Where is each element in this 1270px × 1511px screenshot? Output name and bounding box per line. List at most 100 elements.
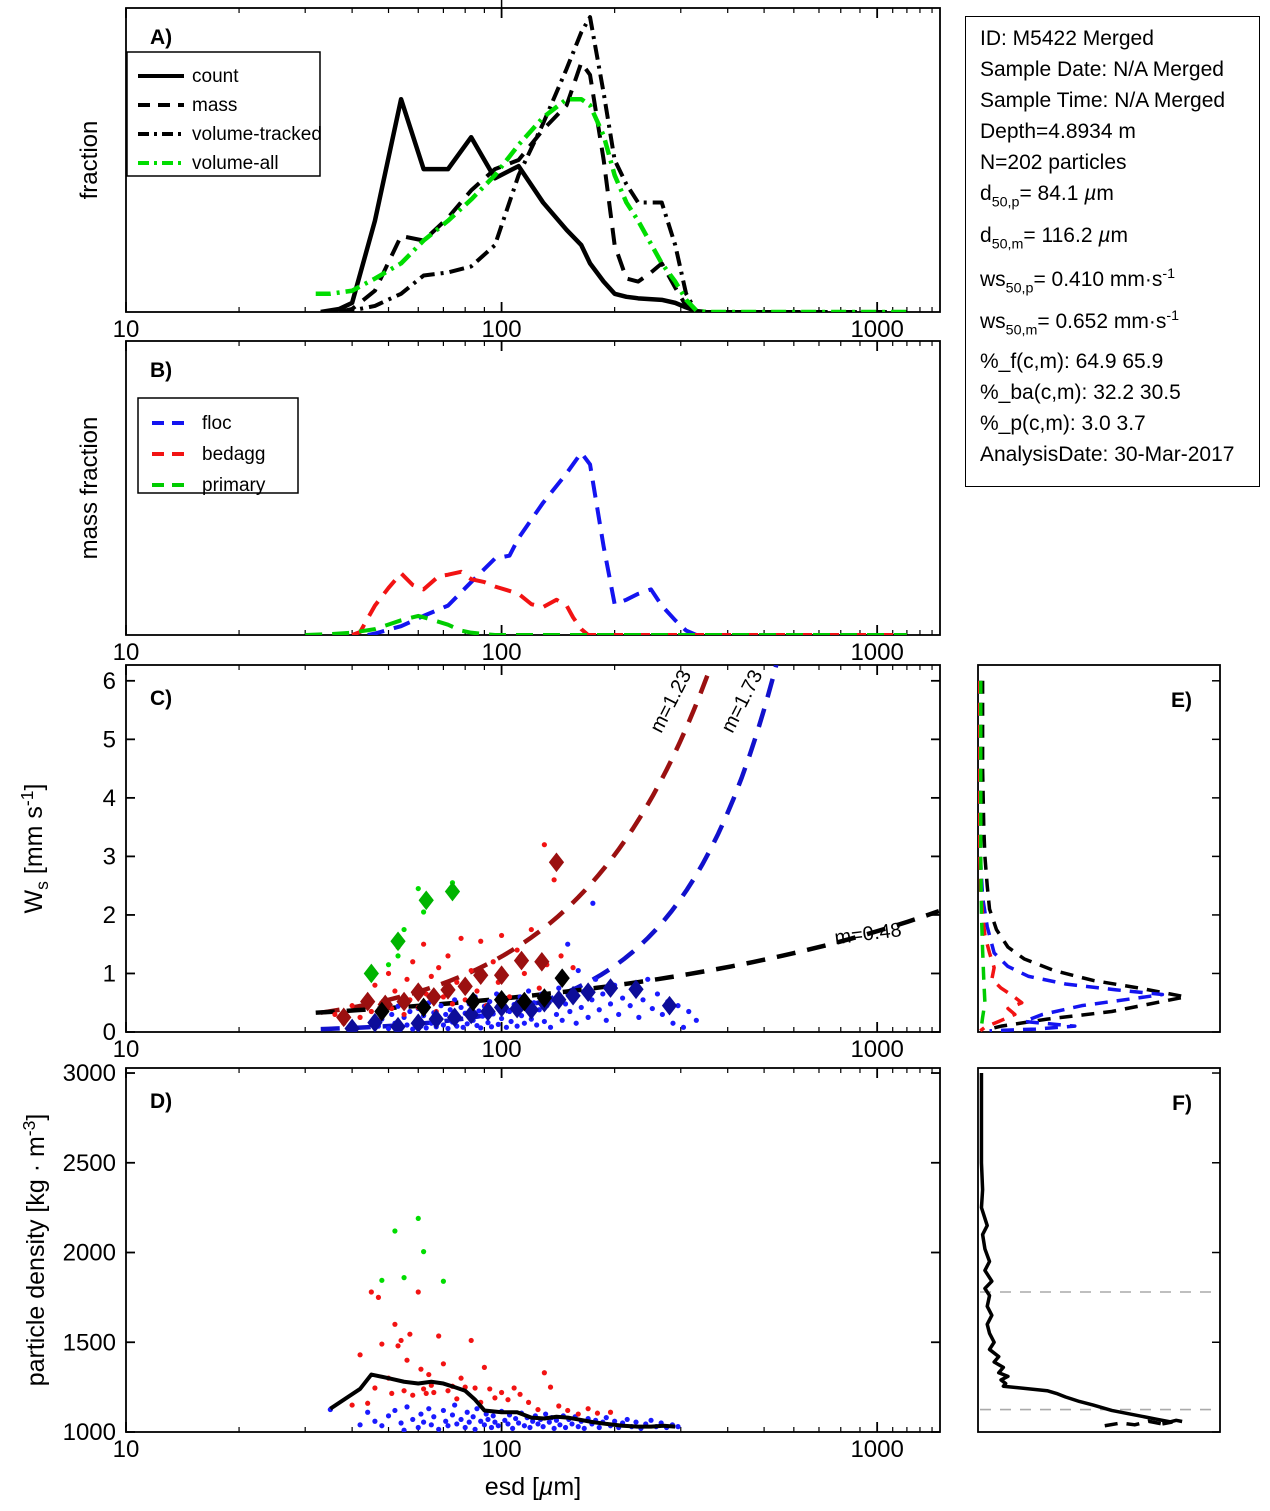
info-line-5-segment: = 84.1 [1019,182,1085,205]
info-line-5-segment: d [980,182,992,205]
primary-median-diamonds [363,881,461,984]
legend-a-label-mass: mass [192,95,237,116]
x-axis-label: esd [µm] [485,1473,581,1501]
info-line-11-segment: %_p(c,m): 3.0 3.7 [980,412,1146,435]
panel-letter-c: C) [150,687,172,710]
legend-a-frame [126,51,321,177]
info-line-8-segment: -1 [1166,308,1180,324]
info-line-2-segment: Sample Time: N/A Merged [980,89,1226,112]
panel-d-y-ticks: 1000 1500 2000 2500 3000 [63,1060,940,1446]
panel-f: F) [977,1067,1221,1433]
x-tick-label-1000-d: 1000 [850,1436,903,1463]
panel-letter-b: B) [150,359,172,382]
series-density-distribution [979,1073,1174,1426]
panel-letter-e: E) [1171,689,1192,712]
series-floc-line [367,450,702,635]
all-median-diamonds [374,968,570,1022]
panel-a-x-ticks [125,8,933,312]
y-tick-label-5-c: 5 [103,726,116,753]
info-line-0-segment: ID: M5422 Merged [980,27,1154,50]
series-volume-all-line [315,96,907,312]
panel-b: 10 100 1000 mass fraction B) [76,340,941,666]
bedagg-density-dots [349,1289,614,1417]
info-line-5-segment: m [1096,182,1114,205]
series-count-line [320,96,707,312]
y-tick-label-2000-d: 2000 [63,1240,116,1267]
info-line-7-segment: 50,p [1005,280,1034,297]
x-tick-label-1000-b: 1000 [850,639,903,666]
series-all-ws-distribution [980,680,1188,1032]
info-line-7-segment: -1 [1162,266,1176,282]
info-line-5: d50,p= 84.1 µm [980,182,1259,224]
info-line-0: ID: M5422 Merged [980,27,1259,58]
info-line-4-segment: N=202 particles [980,151,1127,174]
info-line-6-segment: µ [1098,224,1111,247]
info-box: ID: M5422 Merged Sample Date: N/A Merged S… [965,16,1260,487]
panel-f-y-ticks [1212,1072,1220,1433]
y-tick-label-1500-d: 1500 [63,1329,116,1356]
info-line-1: Sample Date: N/A Merged [980,58,1259,89]
legend-a-label-volume-all: volume-all [192,153,279,174]
info-line-7-segment: ws [980,267,1006,291]
info-line-4: N=202 particles [980,151,1259,182]
info-line-5-segment: µ [1084,182,1097,205]
x-tick-label-1000-a: 1000 [850,316,903,343]
info-line-12-segment: AnalysisDate: 30-Mar-2017 [980,443,1235,466]
y-tick-label-1000-d: 1000 [63,1419,116,1446]
y-tick-label-3000-d: 3000 [63,1060,116,1087]
panel-d-ylabel: particle density [kg · m-3​] [19,1114,50,1387]
panel-letter-d: D) [150,1090,172,1113]
panel-d: 10 100 1000 1000 1500 2000 2500 3000 particle de… [19,1060,941,1501]
panel-b-ylabel: mass fraction [76,417,103,560]
info-line-1-segment: Sample Date: N/A Merged [980,58,1224,81]
series-bedagg-line [351,569,907,635]
panel-letter-a: A) [150,26,172,49]
legend-a-label-volume-tracked: volume-tracked [192,124,322,145]
info-line-7-segment: = 0.410 mm·s [1033,267,1163,291]
panel-letter-f: F) [1172,1092,1192,1115]
info-line-11: %_p(c,m): 3.0 3.7 [980,412,1259,443]
y-tick-label-2500-d: 2500 [63,1150,116,1177]
y-tick-label-1-c: 1 [103,960,116,987]
panel-e-y-ticks [1212,680,1220,1033]
legend-b-frame [137,397,299,494]
panel-f-frame [977,1067,1221,1433]
series-density-distribution-dashed [1104,1418,1191,1428]
x-tick-label-10-d: 10 [113,1436,140,1463]
legend-panel-b: floc bedagg primary [137,397,299,496]
info-line-3-segment: Depth=4.8934 m [980,120,1136,143]
panel-c-x-ticks [125,665,933,1032]
x-tick-label-10-b: 10 [113,639,140,666]
info-line-10-segment: %_ba(c,m): 32.2 30.5 [980,381,1181,404]
panel-a-ylabel: fraction [76,121,103,200]
info-line-8-segment: 50,m [1005,322,1038,339]
x-tick-label-100-d: 100 [482,1436,522,1463]
info-line-5-segment: 50,p [991,194,1020,211]
info-line-6-segment: d [980,224,992,247]
legend-panel-a: count mass volume-tracked volume-all [126,51,322,177]
info-line-9: %_f(c,m): 64.9 65.9 [980,350,1259,381]
y-tick-label-4-c: 4 [103,785,116,812]
info-line-8-segment: = 0.652 mm·s [1037,309,1167,333]
x-tick-label-100-b: 100 [482,639,522,666]
legend-b-label-floc: floc [202,413,232,434]
x-tick-label-100-c: 100 [482,1036,522,1063]
panel-e-frame [977,664,1221,1033]
info-line-6: d50,m= 116.2 µm [980,224,1259,266]
series-primary-ws-distribution [978,680,987,1032]
info-line-3: Depth=4.8934 m [980,120,1259,151]
info-line-2: Sample Time: N/A Merged [980,89,1259,120]
x-tick-label-10-a: 10 [113,316,140,343]
x-tick-label-1000-c: 1000 [850,1036,903,1063]
x-tick-label-10-c: 10 [113,1036,140,1063]
density-median-line [329,1372,676,1429]
legend-b-label-primary: primary [202,475,266,496]
panel-d-frame [125,1067,941,1433]
primary-density-dots [379,1215,447,1284]
y-tick-label-3-c: 3 [103,843,116,870]
info-line-6-segment: = 116.2 [1023,224,1099,247]
info-line-6-segment: 50,m [991,236,1024,253]
